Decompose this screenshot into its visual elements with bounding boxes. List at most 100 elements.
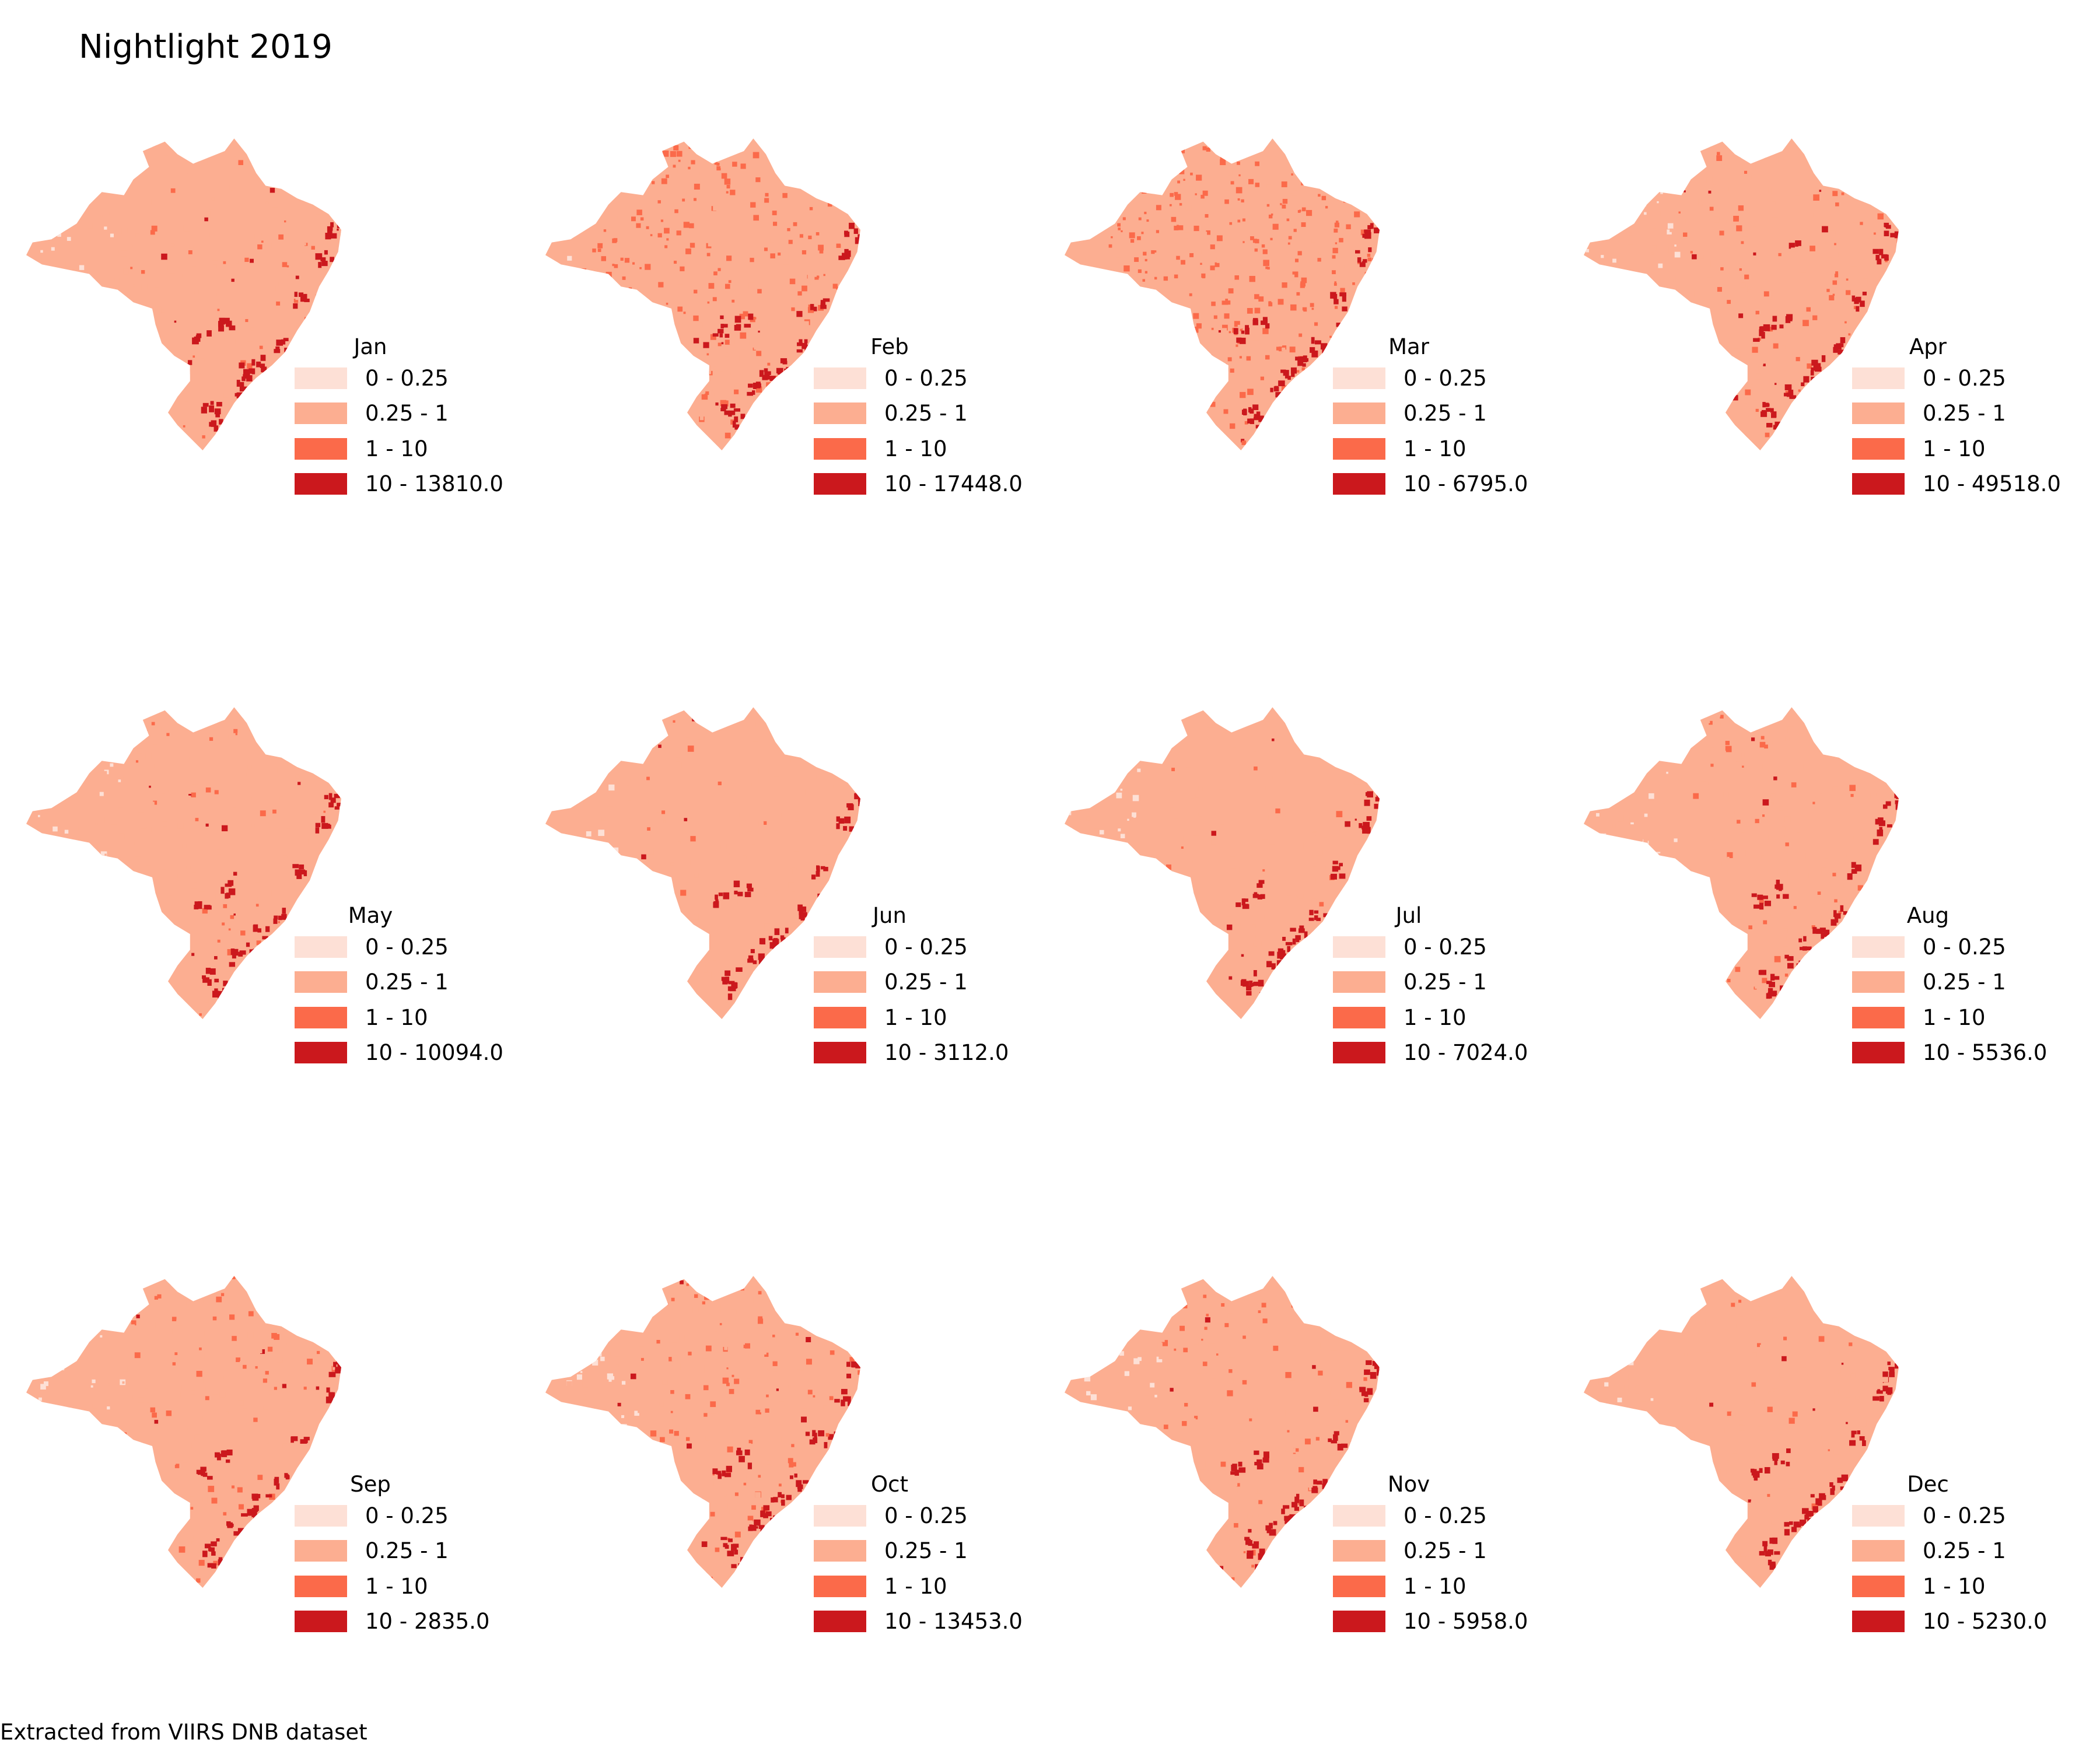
legend-item: 1 - 10 [295,431,528,467]
legend-label: 10 - 7024.0 [1404,1040,1528,1066]
legend-item: 0 - 0.25 [814,929,1047,965]
brazil-map [26,138,341,450]
legend-title: Jun [873,903,907,928]
country-fill [26,1276,341,1588]
legend: Aug 0 - 0.25 0.25 - 1 1 - 10 10 - 5536.0 [1852,902,2085,1070]
page-title: Nightlight 2019 [79,28,332,66]
legend-label: 0 - 0.25 [1923,934,2006,960]
legend: Jun 0 - 0.25 0.25 - 1 1 - 10 10 - 3112.0 [814,902,1047,1070]
legend-swatch [1333,473,1385,495]
country-fill [545,707,860,1019]
brazil-map [26,1276,341,1588]
legend-label: 0 - 0.25 [1404,1503,1487,1528]
legend-swatch [814,936,866,958]
legend-item: 0.25 - 1 [1852,965,2085,1000]
legend-swatch [1852,1575,1905,1597]
legend-label: 1 - 10 [884,1005,947,1030]
legend: Nov 0 - 0.25 0.25 - 1 1 - 10 10 - 5958.0 [1333,1471,1566,1639]
legend-item: 10 - 6795.0 [1333,467,1566,502]
legend-item: 1 - 10 [814,431,1047,467]
legend-item: 10 - 5958.0 [1333,1604,1566,1640]
legend-swatch [295,1611,347,1633]
legend-title: Mar [1388,334,1429,359]
legend-label: 10 - 5536.0 [1923,1040,2048,1066]
country-fill [1065,707,1380,1019]
legend-swatch [295,1540,347,1562]
month-panel: Jul 0 - 0.25 0.25 - 1 1 - 10 10 - 7024.0 [1038,569,1563,1094]
legend-label: 1 - 10 [365,1573,428,1599]
legend-item: 1 - 10 [814,1569,1047,1604]
legend-swatch [1852,971,1905,993]
legend-label: 0 - 0.25 [1404,934,1487,960]
month-panel: Feb 0 - 0.25 0.25 - 1 1 - 10 10 - 17448.0 [519,0,1044,525]
legend-swatch [1333,1540,1385,1562]
legend-item: 10 - 13453.0 [814,1604,1047,1640]
legend-swatch [1333,1575,1385,1597]
legend-swatch [1333,1006,1385,1028]
legend: Jul 0 - 0.25 0.25 - 1 1 - 10 10 - 7024.0 [1333,902,1566,1070]
legend-label: 0.25 - 1 [1923,401,2006,426]
legend-label: 10 - 2835.0 [365,1609,490,1634]
legend-swatch [814,1611,866,1633]
legend: May 0 - 0.25 0.25 - 1 1 - 10 10 - 10094.0 [295,902,528,1070]
legend-swatch [295,473,347,495]
legend-label: 0.25 - 1 [1404,401,1487,426]
legend-swatch [295,367,347,389]
month-panel: Oct 0 - 0.25 0.25 - 1 1 - 10 10 - 13453.0 [519,1138,1044,1662]
legend-label: 1 - 10 [365,436,428,461]
legend-label: 0 - 0.25 [884,365,968,391]
legend-item: 10 - 17448.0 [814,467,1047,502]
legend-title: May [348,903,393,928]
legend: Feb 0 - 0.25 0.25 - 1 1 - 10 10 - 17448.0 [814,334,1047,502]
legend-swatch [1333,1611,1385,1633]
legend-label: 1 - 10 [1404,436,1466,461]
legend-swatch [1852,473,1905,495]
legend-item: 0.25 - 1 [295,1534,528,1569]
country-fill [1584,707,1899,1019]
brazil-map [26,707,341,1019]
month-panel: Jun 0 - 0.25 0.25 - 1 1 - 10 10 - 3112.0 [519,569,1044,1094]
legend-label: 10 - 5230.0 [1923,1609,2048,1634]
country-fill [1065,1276,1380,1588]
legend-swatch [1333,971,1385,993]
brazil-map [1584,1276,1899,1588]
legend-title: Jul [1395,903,1422,928]
legend-label: 0 - 0.25 [1923,365,2006,391]
legend-item: 0 - 0.25 [1852,1498,2085,1534]
brazil-map [1065,138,1380,450]
legend-item: 0 - 0.25 [295,360,528,396]
legend-label: 10 - 5958.0 [1404,1609,1528,1634]
legend-swatch [295,1006,347,1028]
brazil-map [545,707,860,1019]
legend-item: 10 - 3112.0 [814,1035,1047,1071]
legend-swatch [814,1540,866,1562]
legend-title: Apr [1909,334,1947,359]
legend-item: 0.25 - 1 [295,965,528,1000]
month-panel: Sep 0 - 0.25 0.25 - 1 1 - 10 10 - 2835.0 [0,1138,525,1662]
legend-label: 0 - 0.25 [884,934,968,960]
brazil-map [545,138,860,450]
country-fill [1584,138,1899,450]
legend-item: 1 - 10 [1852,1569,2085,1604]
month-panel: May 0 - 0.25 0.25 - 1 1 - 10 10 - 10094.0 [0,569,525,1094]
legend-label: 0.25 - 1 [884,1538,968,1564]
legend-label: 0.25 - 1 [365,1538,449,1564]
legend-swatch [814,1006,866,1028]
legend-swatch [1852,367,1905,389]
legend-title: Feb [870,334,909,359]
legend-item: 1 - 10 [1333,1000,1566,1035]
legend: Dec 0 - 0.25 0.25 - 1 1 - 10 10 - 5230.0 [1852,1471,2085,1639]
legend-swatch [295,971,347,993]
legend-item: 10 - 5230.0 [1852,1604,2085,1640]
legend-label: 0.25 - 1 [1404,970,1487,995]
legend-swatch [814,367,866,389]
month-panel: Nov 0 - 0.25 0.25 - 1 1 - 10 10 - 5958.0 [1038,1138,1563,1662]
brazil-map [1584,707,1899,1019]
legend-title: Jan [354,334,387,359]
legend-swatch [814,438,866,460]
legend-label: 0 - 0.25 [1404,365,1487,391]
legend-swatch [814,1575,866,1597]
legend-label: 0 - 0.25 [365,1503,449,1528]
country-fill [1584,1276,1899,1588]
brazil-map [1584,138,1899,450]
